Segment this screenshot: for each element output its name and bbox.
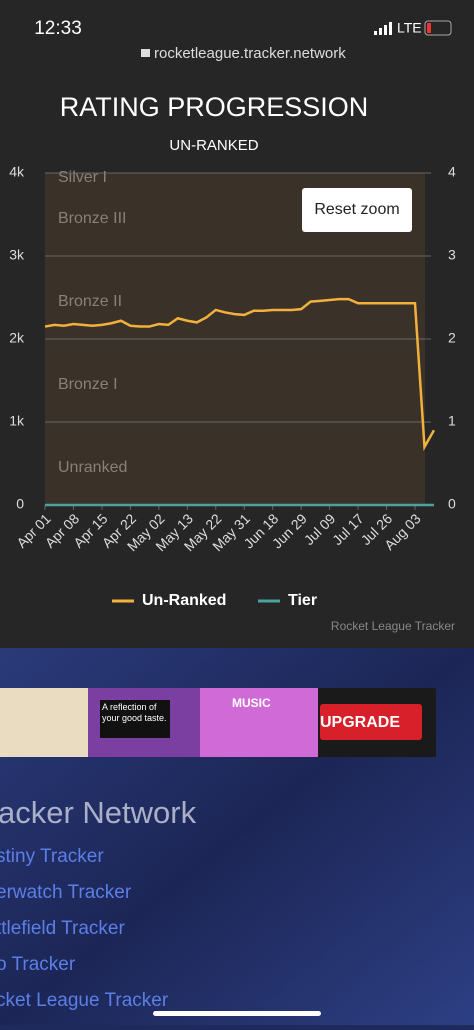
y-tick-label: 2k	[9, 330, 25, 346]
ad-3[interactable]	[200, 688, 318, 757]
battery-level	[427, 23, 431, 33]
band-label: Bronze III	[58, 210, 126, 227]
footer-link[interactable]: o Tracker	[0, 954, 76, 975]
upgrade-label[interactable]: UPGRADE	[320, 714, 400, 731]
url[interactable]: rocketleague.tracker.network	[154, 45, 346, 62]
reset-zoom-button[interactable]	[302, 188, 412, 232]
band-label: Silver I	[58, 169, 107, 186]
y-tick-label: 1k	[9, 413, 25, 429]
footer-link[interactable]: erwatch Tracker	[0, 882, 132, 903]
band-label: Bronze II	[58, 293, 122, 310]
band-label: Bronze I	[58, 376, 118, 393]
ad-tagline-box: A reflection of your good taste.	[102, 702, 167, 723]
ad-2-box	[100, 700, 170, 738]
legend-label[interactable]: Tier	[288, 592, 317, 609]
footer-link[interactable]: cket League Tracker	[0, 990, 169, 1011]
y2-tick-label: 0	[448, 496, 456, 512]
ad-tagline: A reflection of your good taste.	[102, 702, 167, 723]
footer-heading: acker Network	[0, 795, 197, 830]
ad-1[interactable]	[0, 688, 88, 757]
battery	[424, 20, 452, 36]
y2-tick-label: 3	[448, 247, 456, 263]
upgrade-button[interactable]	[320, 704, 422, 740]
footer-link[interactable]: stiny Tracker	[0, 846, 104, 867]
signal	[374, 22, 392, 35]
lock-icon	[141, 49, 150, 57]
footer-link[interactable]: ttlefield Tracker	[0, 918, 125, 939]
home-indicator	[153, 1011, 321, 1016]
ads: A reflection of your good taste. MUSIC U…	[0, 688, 436, 757]
ad-music: MUSIC	[232, 696, 271, 710]
browser-bar	[0, 0, 474, 72]
chart-subtitle: UN-RANKED	[169, 137, 258, 154]
legend-label[interactable]: Un-Ranked	[142, 592, 226, 609]
footer-links: stiny Tracker erwatch Tracker ttlefield Tr…	[0, 846, 169, 1011]
y-tick-label: 0	[16, 496, 24, 512]
reset-zoom-label[interactable]: Reset zoom	[314, 201, 399, 218]
y-tick-label: 3k	[9, 247, 25, 263]
y2-tick-label: 1	[448, 413, 456, 429]
plot: 0 1k 2k 3k 4k 0 1 2 3 4 Silver I Bronze III Bronze I…	[9, 164, 456, 610]
chart-title: RATING PROGRESSION	[60, 92, 369, 122]
network: LTE	[397, 20, 422, 36]
y-tick-label: 4k	[9, 164, 25, 180]
y2-tick-label: 4	[448, 164, 456, 180]
band-label: Unranked	[58, 459, 127, 476]
time: 12:33	[34, 18, 82, 39]
credit: Rocket League Tracker	[331, 619, 455, 633]
series-line	[44, 297, 436, 452]
y2-tick-label: 2	[448, 330, 456, 346]
